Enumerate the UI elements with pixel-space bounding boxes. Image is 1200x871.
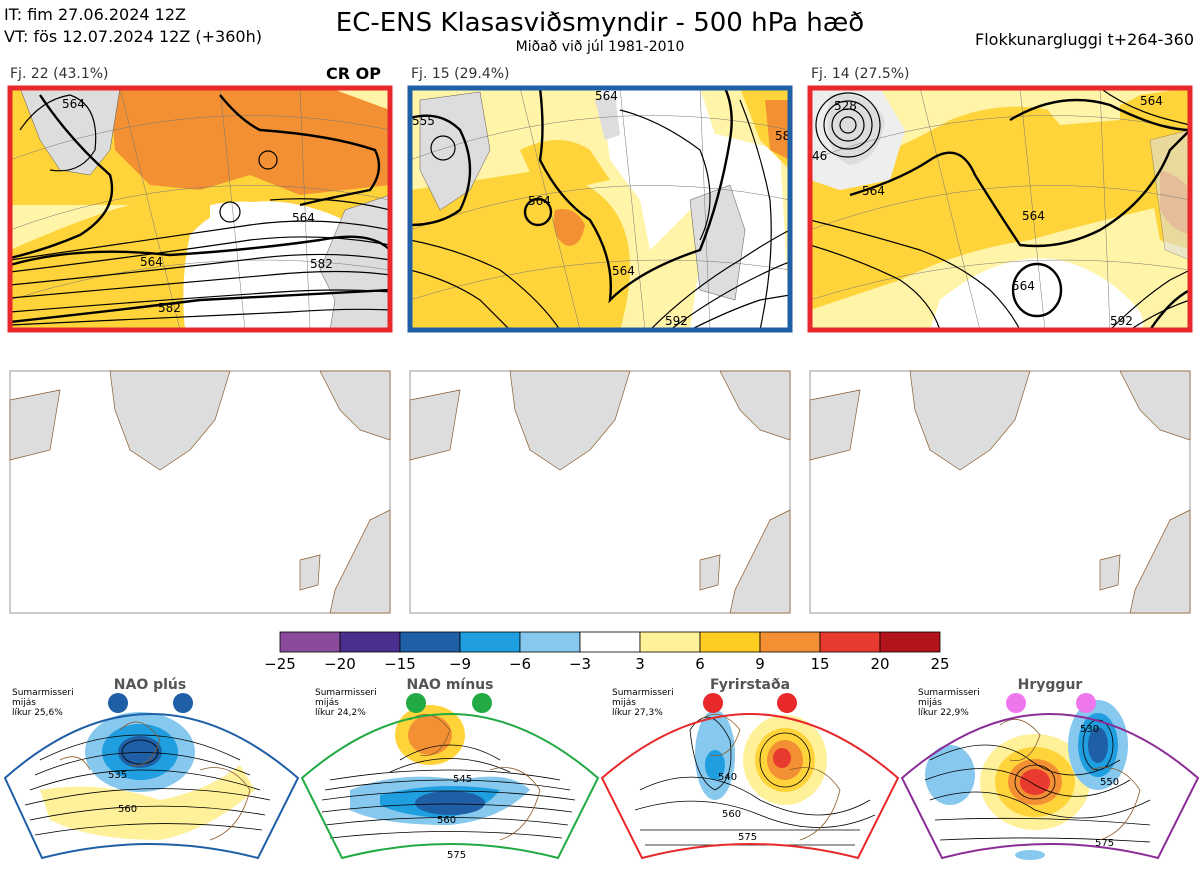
initial-time: IT: fim 27.06.2024 12Z [4,5,186,24]
regime-contour-label: 530 [1080,724,1099,735]
regime-contour-label: 560 [437,815,456,826]
regime-info-ridge: Sumarmisseri mijás líkur 22,9% [918,688,980,718]
contour-label: 564 [1022,209,1045,223]
regime-title-nao-plus: NAO plús [113,677,187,693]
regime-contour-label: 550 [1100,777,1119,788]
regime-map-blocking: 540 560 575 [600,693,900,860]
empty-map-3 [809,370,1191,614]
contour-label: 582 [775,129,798,143]
cluster-map-1-frame [7,85,393,333]
cluster-map-2: 564 564 564 592 555 582 [410,88,798,330]
colorbar-tick-label: 15 [810,655,829,673]
colorbar-tick-label: 3 [635,655,645,673]
contour-label: 564 [612,264,635,278]
cluster-map-3-frame [807,85,1193,333]
colorbar-swatch [339,631,401,653]
regime-info-nao-minus: Sumarmisseri mijás líkur 24,2% [315,688,377,718]
colorbar-swatch [639,631,701,653]
cluster-map-3: 528 564 564 564 564 592 46 [810,88,1190,330]
regime-info-blocking: Sumarmisseri mijás líkur 27,3% [612,688,674,718]
colorbar-swatch [759,631,821,653]
colorbar: −25 −20 −15 −9 −6 −3 3 6 9 15 20 25 [264,631,950,673]
page-subtitle: Miðað við júl 1981-2010 [515,39,685,55]
colorbar-swatch [279,631,341,653]
contour-label: 564 [62,97,85,111]
regime-contour-label: 545 [453,774,472,785]
regime-title-nao-minus: NAO mínus [406,677,494,693]
regime-map-nao-minus: 545 560 575 [300,693,600,861]
regime-map-nao-plus: 535 560 [3,693,300,860]
empty-map-2 [409,370,791,614]
regime-info-nao-plus: Sumarmisseri mijás líkur 25,6% [12,688,74,718]
empty-map-1 [9,370,391,614]
regime-contour-label: 540 [718,772,737,783]
contour-label: 528 [834,99,857,113]
cluster-map-1: 564 564 582 582 564 [10,88,390,330]
contour-label: 46 [812,149,827,163]
colorbar-swatch [579,631,641,653]
colorbar-tick-label: 9 [755,655,765,673]
contour-label: 555 [412,114,435,128]
valid-time: VT: fös 12.07.2024 12Z (+360h) [4,27,262,46]
colorbar-tick-label: −9 [449,655,471,673]
contour-label: 564 [528,194,551,208]
colorbar-swatch [459,631,521,653]
contour-label: 582 [158,301,181,315]
colorbar-swatch [399,631,461,653]
contour-label: 592 [1110,314,1133,328]
clustering-window: Flokkunargluggi t+264-360 [975,30,1194,49]
contour-label: 582 [310,257,333,271]
colorbar-swatch [519,631,581,653]
contour-label: 564 [862,184,885,198]
regime-contour-label: 560 [722,809,741,820]
colorbar-tick-label: 6 [695,655,705,673]
contour-label: 564 [1012,279,1035,293]
regime-title-ridge: Hryggur [1017,677,1083,693]
colorbar-tick-label: 25 [930,655,949,673]
contour-label: 564 [1140,94,1163,108]
page-title: EC-ENS Klasasviðsmyndir - 500 hPa hæð [335,8,865,38]
regime-map-ridge: 530 550 575 [900,693,1200,860]
contour-label: 564 [140,255,163,269]
cluster-2-label: Fj. 15 (29.4%) [411,66,510,82]
colorbar-tick-label: −3 [569,655,591,673]
regime-contour-label: 560 [118,804,137,815]
cluster-map-2-frame [407,85,793,333]
regime-contour-label: 575 [738,832,757,843]
colorbar-swatch [879,631,941,653]
regime-contour-label: 575 [447,850,466,861]
colorbar-tick-label: −25 [264,655,296,673]
regime-contour-label: 575 [1095,838,1114,849]
contour-label: 564 [595,89,618,103]
cluster-1-label: Fj. 22 (43.1%) [10,66,109,82]
colorbar-swatch [819,631,881,653]
contour-label: 564 [292,211,315,225]
colorbar-tick-label: 20 [870,655,889,673]
colorbar-tick-label: −15 [384,655,416,673]
regime-title-blocking: Fyrirstaða [709,677,791,693]
header-info: IT: fim 27.06.2024 12Z VT: fös 12.07.202… [4,4,262,48]
cluster-3-label: Fj. 14 (27.5%) [811,66,910,82]
contour-label: 592 [665,314,688,328]
colorbar-tick-label: −6 [509,655,531,673]
cluster-1-tag: CR OP [326,64,381,83]
colorbar-swatch [699,631,761,653]
regime-contour-label: 535 [108,770,127,781]
colorbar-tick-label: −20 [324,655,356,673]
